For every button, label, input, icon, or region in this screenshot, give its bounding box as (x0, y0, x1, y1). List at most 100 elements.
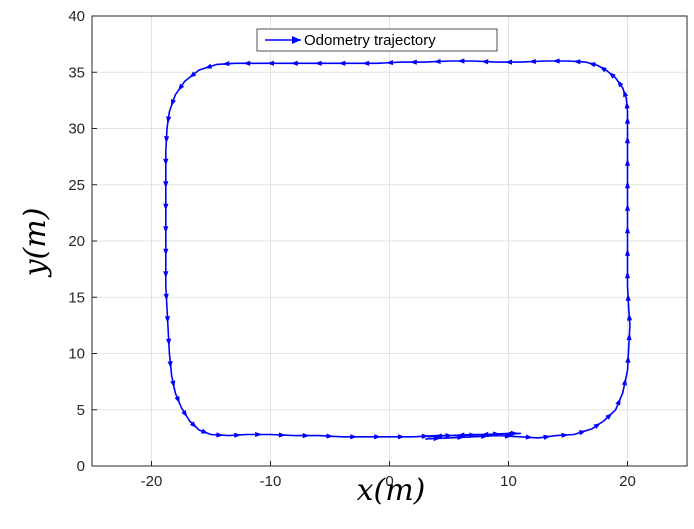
trajectory-arrow (593, 422, 601, 429)
trajectory-arrow (561, 432, 569, 438)
x-tick-label: 20 (619, 473, 636, 490)
trajectory-arrow (181, 409, 188, 418)
trajectory-arrow (163, 203, 169, 211)
trajectory-arrow (204, 63, 213, 69)
trajectory-arrow (174, 395, 180, 404)
y-tick-label: 15 (68, 289, 85, 306)
y-tick-label: 30 (68, 121, 85, 138)
trajectory-arrow (189, 71, 197, 78)
trajectory-arrow (167, 361, 173, 369)
trajectory-arrow (314, 60, 322, 66)
trajectory-arrow (457, 58, 465, 64)
trajectory-arrow (505, 431, 513, 437)
y-tick-label: 20 (68, 233, 85, 250)
y-tick-label: 0 (77, 458, 85, 475)
trajectory-arrow (243, 60, 251, 66)
trajectory-arrow (624, 226, 631, 234)
trajectory-arrow (578, 430, 587, 436)
trajectory-arrow (216, 432, 224, 438)
trajectory-arrow (624, 203, 631, 211)
legend-label: Odometry trajectory (304, 32, 436, 49)
trajectory-arrow (624, 271, 631, 279)
trajectory-arrow (170, 380, 176, 388)
y-tick-label: 5 (77, 402, 85, 419)
trajectory-arrow (409, 59, 417, 65)
trajectory-arrow (267, 60, 274, 66)
trajectory-arrow (433, 435, 441, 442)
trajectory-arrow (255, 431, 263, 438)
trajectory-arrow (163, 271, 169, 279)
trajectory-arrow (624, 181, 631, 189)
trajectory-arrow (625, 355, 631, 363)
trajectory-arrow (626, 333, 632, 341)
series-layer (163, 58, 633, 442)
trajectory-arrow (573, 59, 581, 65)
trajectory-arrow (290, 60, 298, 66)
trajectory-arrow (505, 59, 512, 65)
trajectory-arrow (163, 181, 169, 189)
trajectory-arrow (234, 432, 242, 438)
trajectory-arrow (350, 434, 358, 440)
x-axis-label: x(m) (357, 473, 426, 508)
x-tick-label: -20 (141, 473, 163, 490)
trajectory-arrow (374, 434, 382, 440)
trajectory-arrow (178, 83, 185, 91)
trajectory-arrow (457, 432, 465, 438)
trajectory-arrow (200, 428, 209, 434)
trajectory-arrow (163, 136, 170, 144)
trajectory-arrow (457, 434, 465, 441)
trajectory-arrow (543, 434, 551, 440)
trajectory-arrow (278, 432, 286, 438)
legend-arrow-icon (292, 36, 301, 44)
trajectory-arrow (222, 60, 230, 67)
trajectory-arrow (624, 136, 631, 144)
trajectory-arrow (302, 433, 310, 439)
trajectory-arrow (163, 226, 169, 234)
trajectory-arrow (386, 59, 394, 66)
trajectory-arrow (481, 59, 489, 65)
trajectory-arrow (624, 116, 631, 124)
trajectory-arrow (421, 433, 429, 439)
trajectory-arrow (608, 72, 616, 79)
trajectory-arrow (166, 116, 172, 124)
trajectory-arrow (362, 60, 370, 66)
trajectory-arrow (397, 434, 405, 440)
y-axis-label: y(m) (18, 208, 53, 279)
legend-box (256, 28, 498, 52)
trajectory-arrow (163, 293, 169, 301)
trajectory-arrow (326, 433, 334, 439)
trajectory-arrow (528, 58, 536, 65)
x-tick-label: 10 (500, 473, 517, 490)
trajectory-arrow (599, 66, 607, 73)
trajectory-arrow (433, 58, 441, 65)
trajectory-arrow (624, 101, 630, 109)
y-tick-label: 10 (68, 346, 85, 363)
trajectory-arrow (434, 433, 442, 439)
trajectory-arrow (552, 58, 560, 64)
trajectory-arrow (166, 338, 172, 346)
legend: Odometry trajectory (256, 28, 498, 52)
trajectory-arrow (605, 412, 613, 420)
trajectory-arrow (492, 431, 501, 437)
trajectory-arrow (164, 316, 171, 324)
trajectory-arrow (623, 89, 629, 98)
trajectory-arrow (626, 313, 633, 321)
trajectory-arrow (624, 248, 631, 256)
y-tick-label: 25 (68, 177, 85, 194)
trajectory-arrow (621, 378, 627, 386)
trajectory-arrow (615, 398, 621, 406)
trajectory-arrow (625, 293, 631, 301)
trajectory-arrow (588, 62, 596, 68)
trajectory-arrow (163, 248, 169, 256)
trajectory-arrow (189, 421, 197, 428)
ticks: -20 -10 0 10 20 0 5 10 15 20 25 30 35 40 (68, 8, 636, 490)
trajectory-arrow (338, 60, 346, 66)
y-tick-label: 35 (68, 64, 85, 81)
y-tick-label: 40 (68, 8, 85, 25)
x-tick-label: -10 (260, 473, 282, 490)
trajectory-arrow (171, 99, 176, 107)
trajectory-arrow (504, 433, 512, 439)
trajectory-arrow (624, 158, 631, 166)
x-tick-label: 0 (385, 473, 393, 490)
